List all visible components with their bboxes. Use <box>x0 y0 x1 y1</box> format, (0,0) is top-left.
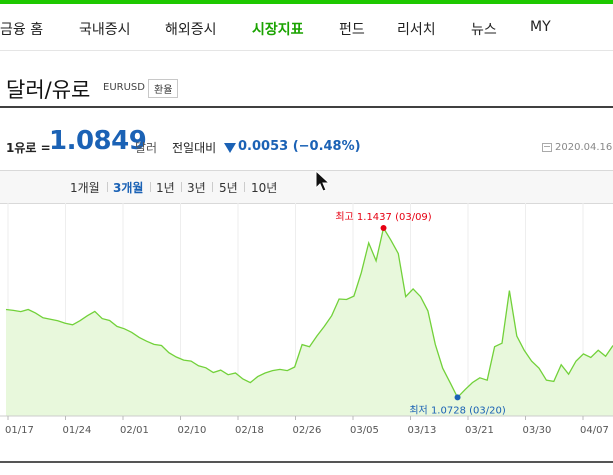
quote-date: 2020.04.16 <box>555 142 613 153</box>
high-label: 최고 1.1437 (03/09) <box>335 211 431 223</box>
x-tick-label: 04/07 <box>580 425 609 436</box>
divider <box>212 182 213 192</box>
x-tick-label: 02/26 <box>293 425 322 436</box>
nav-item-news[interactable]: 뉴스 <box>471 22 497 38</box>
high-point <box>380 225 387 232</box>
low-point <box>454 394 461 401</box>
divider <box>181 182 182 192</box>
nav-item-domestic-stocks[interactable]: 국내증시 <box>79 22 131 38</box>
x-tick-label: 02/10 <box>178 425 207 436</box>
x-tick-label: 03/05 <box>350 425 379 436</box>
period-tabs: 1개월 3개월 1년 3년 5년 10년 <box>0 170 613 204</box>
nav-item-funds[interactable]: 펀드 <box>339 22 365 38</box>
nav-item-research[interactable]: 리서치 <box>397 22 436 38</box>
x-tick-label: 01/17 <box>5 425 34 436</box>
x-tick-label: 01/24 <box>63 425 92 436</box>
x-tick-label: 03/13 <box>408 425 437 436</box>
tab-1-year[interactable]: 1년 <box>156 181 175 195</box>
divider <box>150 182 151 192</box>
tab-3-months[interactable]: 3개월 <box>113 181 144 195</box>
nav-item-my[interactable]: MY <box>530 19 551 35</box>
triangle-down-icon <box>224 143 236 153</box>
low-label: 최저 1.0728 (03/20) <box>409 404 505 416</box>
top-accent-bar <box>0 0 613 4</box>
current-price: 1.0849 <box>49 126 147 156</box>
x-tick-label: 03/30 <box>523 425 552 436</box>
compare-label: 전일대비 <box>172 141 217 155</box>
nav-item-world-stocks[interactable]: 해외증시 <box>165 22 217 38</box>
x-tick-label: 02/18 <box>235 425 264 436</box>
divider <box>244 182 245 192</box>
series-area <box>6 228 613 416</box>
tab-5-years[interactable]: 5년 <box>219 181 238 195</box>
tab-1-month[interactable]: 1개월 <box>70 181 100 195</box>
title-row: 달러/유로 EURUSD 환율 <box>0 66 613 108</box>
x-tick-label: 03/21 <box>465 425 494 436</box>
unit-label: 1유로 = <box>6 141 51 155</box>
exchange-rate-chart[interactable]: 01/17 01/24 02/01 02/10 02/18 02/26 03/05 03/13… <box>0 203 613 475</box>
mouse-cursor-icon <box>315 170 331 192</box>
tab-3-years[interactable]: 3년 <box>187 181 206 195</box>
calendar-icon <box>542 143 552 152</box>
nav-item-finance-home[interactable]: 금융 홈 <box>0 22 44 38</box>
currency-label: 달러 <box>135 141 158 155</box>
symbol-code: EURUSD <box>103 82 145 93</box>
tab-10-years[interactable]: 10년 <box>251 181 278 195</box>
divider <box>107 182 108 192</box>
x-tick-label: 02/01 <box>120 425 149 436</box>
nav-item-market-indicators[interactable]: 시장지표 <box>252 22 304 38</box>
price-change: 0.0053 (−0.48%) <box>238 139 361 154</box>
chart-bottom-border <box>0 461 613 463</box>
main-nav: 금융 홈 국내증시 해외증시 시장지표 펀드 리서치 뉴스 MY <box>0 4 613 51</box>
page-title: 달러/유로 <box>6 78 91 102</box>
exchange-button[interactable]: 환율 <box>148 79 179 98</box>
price-row: 1유로 = 1.0849 달러 전일대비 0.0053 (−0.48%) 202… <box>0 122 613 162</box>
series-line <box>5 226 613 399</box>
